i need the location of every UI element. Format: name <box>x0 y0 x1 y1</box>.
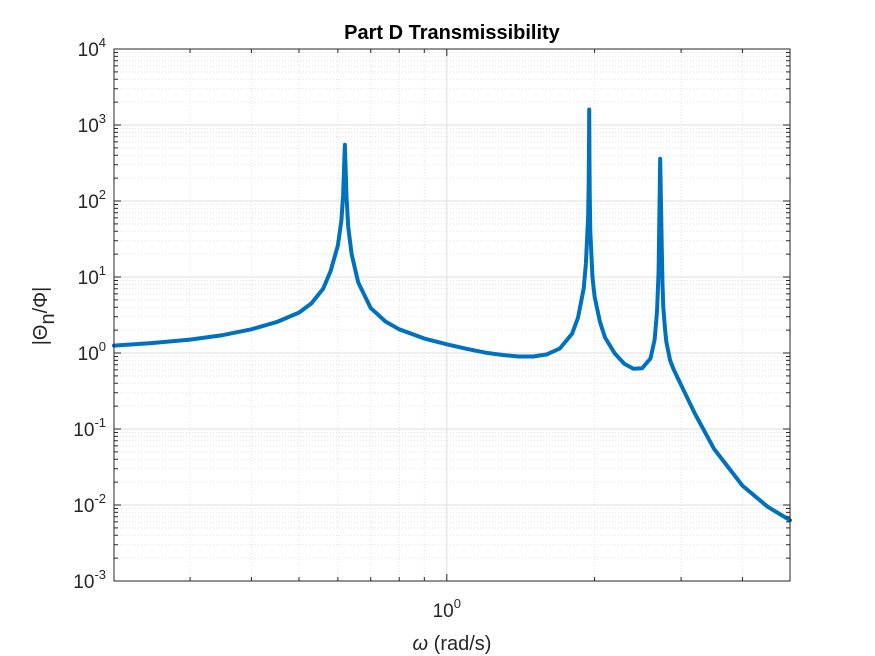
y-tick-label: 104 <box>78 35 106 61</box>
y-tick-label-exponent: 2 <box>99 187 106 202</box>
y-tick-label-base: 10 <box>78 192 99 213</box>
y-tick-label: 10-2 <box>73 491 106 517</box>
y-axis-label-close: /Φ| <box>30 287 52 314</box>
y-tick-label-base: 10 <box>78 268 99 289</box>
series-line <box>112 107 792 523</box>
y-tick-label-base: 10 <box>78 116 99 137</box>
y-tick-label-base: 10 <box>78 40 99 61</box>
y-tick-label-exponent: -1 <box>94 415 106 430</box>
axes-background <box>114 49 790 581</box>
x-axis-label: ω (rad/s) <box>413 633 492 655</box>
y-tick-label-exponent: -3 <box>94 567 106 582</box>
x-axis-label-text: (rad/s) <box>428 633 491 655</box>
y-tick-label-exponent: 1 <box>99 263 106 278</box>
y-tick-label-exponent: 4 <box>99 35 106 50</box>
y-tick-label: 10-1 <box>73 415 106 441</box>
tick-marks <box>114 48 791 582</box>
y-tick-label-base: 10 <box>73 496 94 517</box>
y-tick-label: 101 <box>78 263 106 289</box>
x-tick-labels: 100 <box>433 596 461 622</box>
y-tick-label: 10-3 <box>73 567 106 593</box>
y-tick-label-base: 10 <box>78 344 99 365</box>
x-tick-label: 100 <box>433 596 461 622</box>
axes-box <box>113 48 791 582</box>
y-tick-label-exponent: 3 <box>99 111 106 126</box>
y-tick-label-exponent: -2 <box>94 491 106 506</box>
y-axis-label: |Θn/Φ| <box>30 287 59 346</box>
y-axis-label-subscript: n <box>37 313 59 324</box>
y-tick-label: 100 <box>78 339 106 365</box>
y-tick-label-exponent: 0 <box>99 339 106 354</box>
y-tick-label-base: 10 <box>73 572 94 593</box>
y-tick-label: 103 <box>78 111 106 137</box>
x-tick-label-exponent: 0 <box>454 596 461 611</box>
series-layer <box>112 107 792 523</box>
y-tick-label: 102 <box>78 187 106 213</box>
chart-title: Part D Transmissibility <box>344 22 561 44</box>
x-tick-label-base: 10 <box>433 601 454 622</box>
x-axis-label-symbol: ω <box>413 633 429 655</box>
y-axis-label-open: |Θ <box>30 325 52 346</box>
y-tick-label-base: 10 <box>73 420 94 441</box>
